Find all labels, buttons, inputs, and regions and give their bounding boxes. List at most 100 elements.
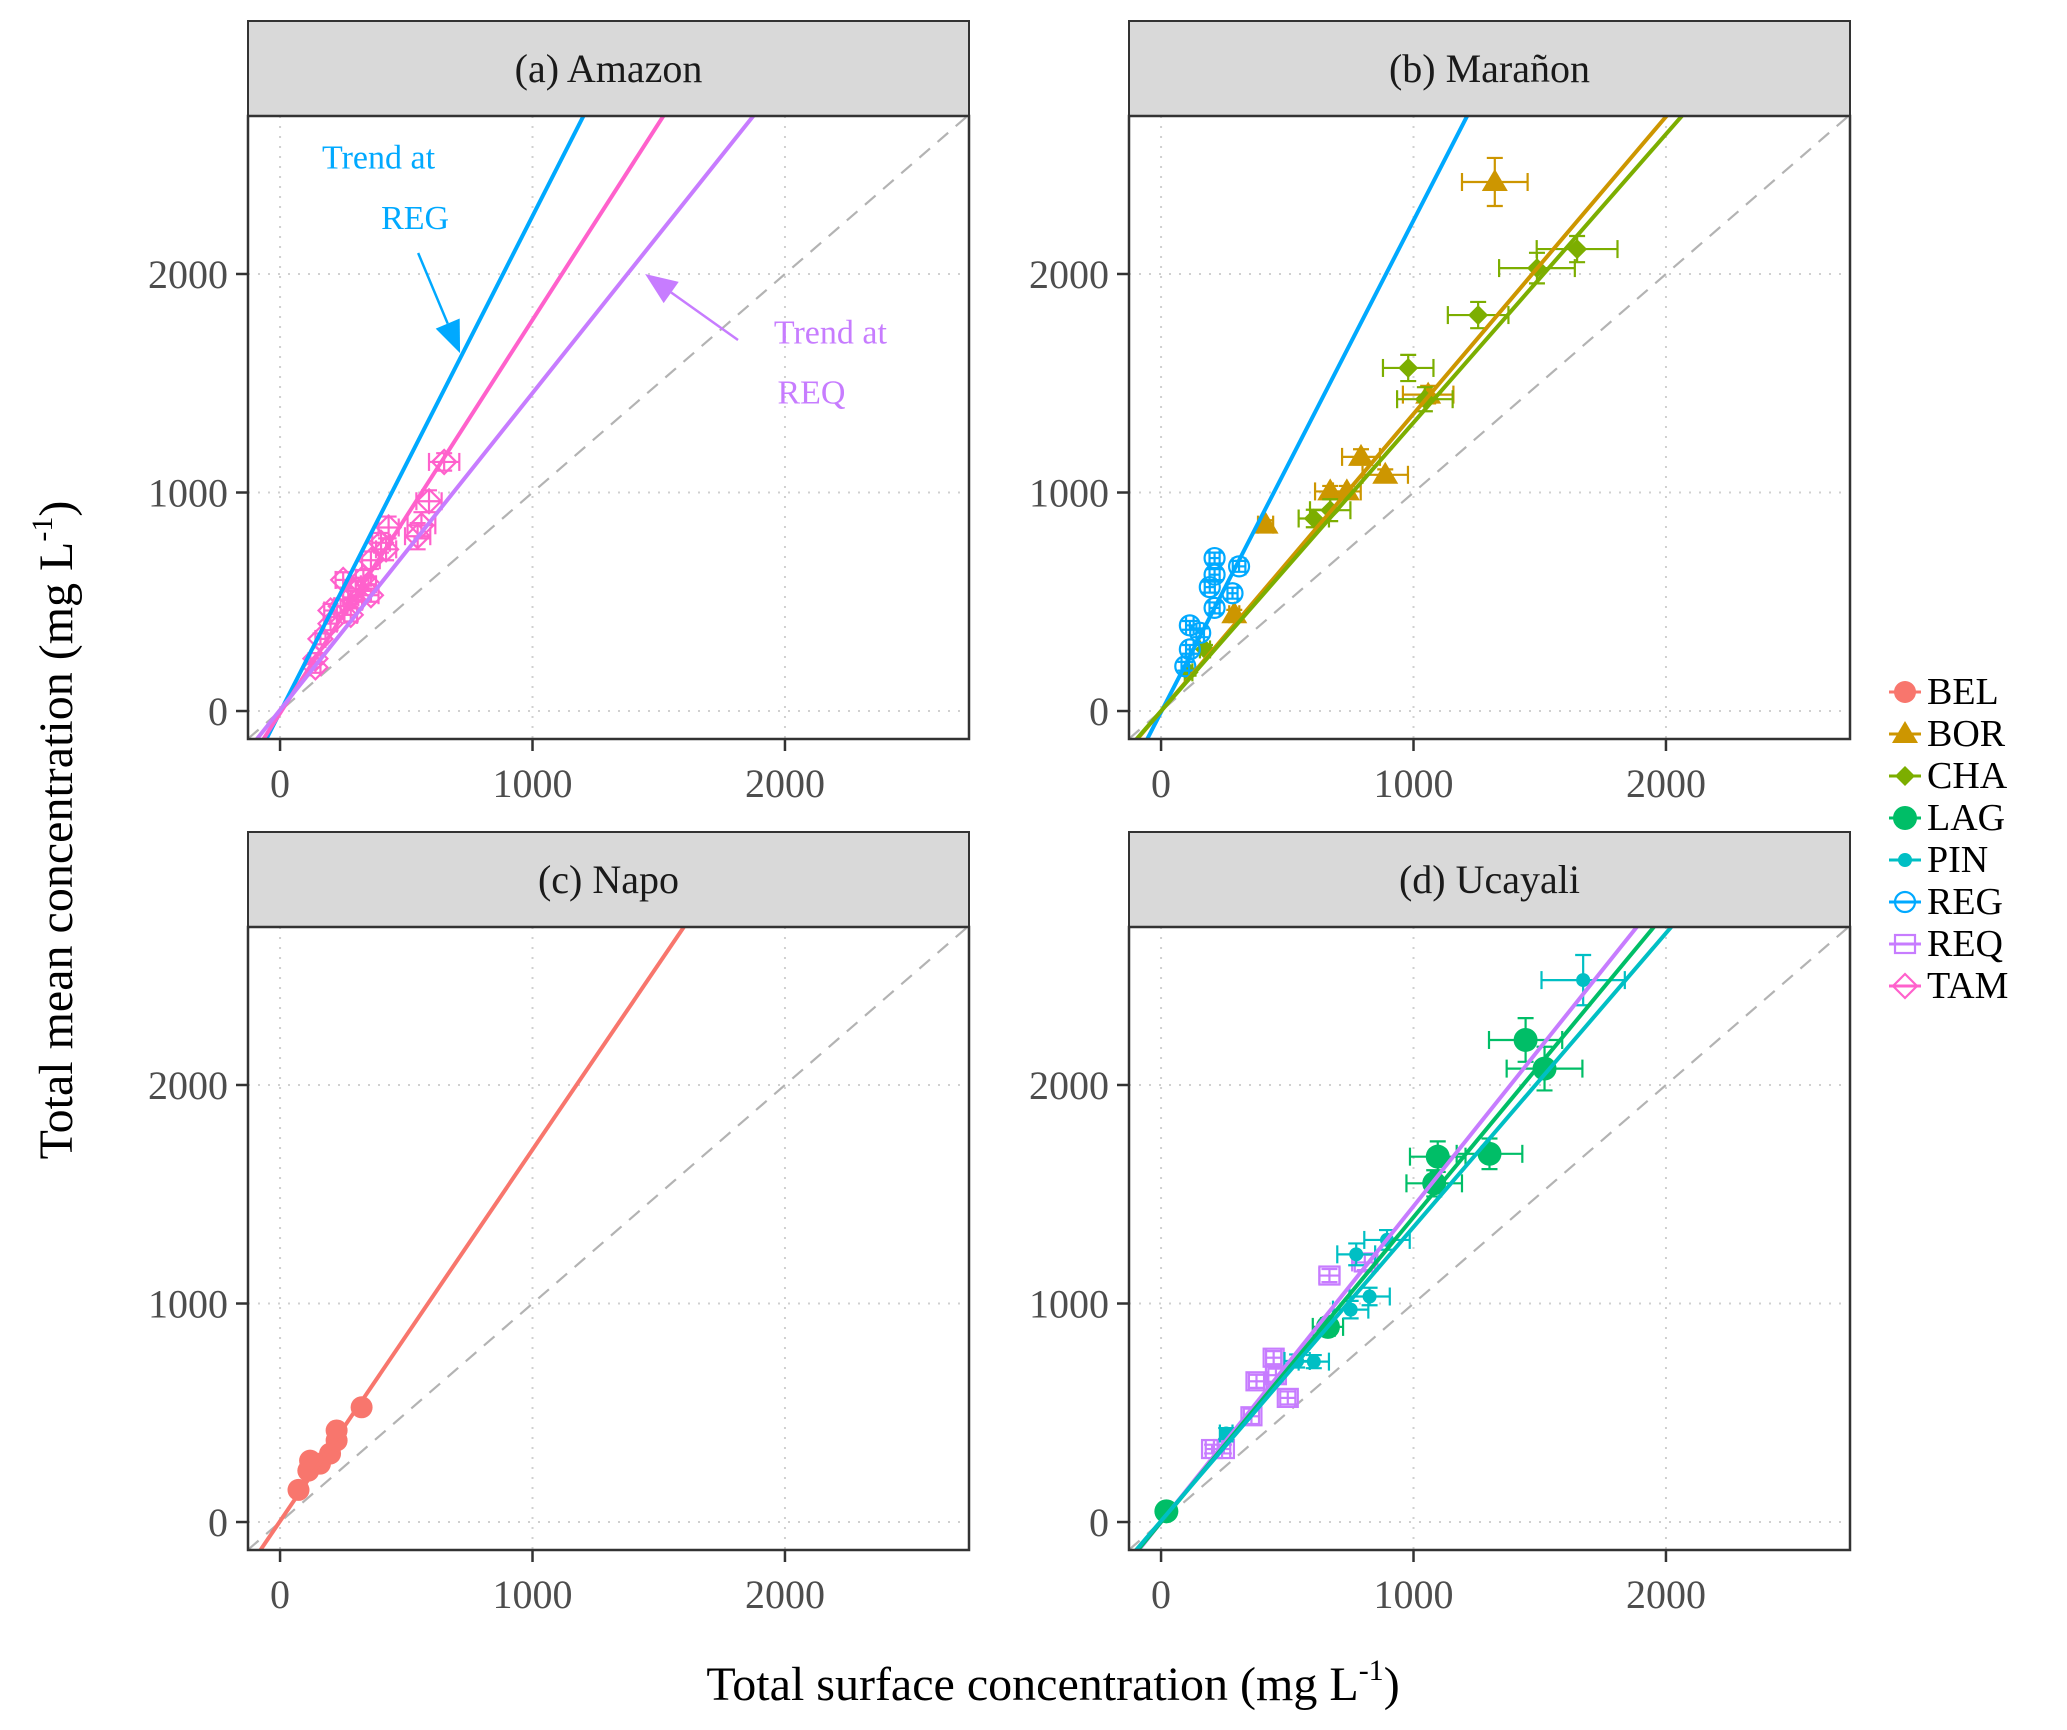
trend-line-bor — [1134, 116, 1670, 739]
trend-line-reg — [1145, 116, 1470, 739]
facet-title: (a) Amazon — [515, 46, 703, 91]
y-axis-title-tail: ) — [30, 501, 83, 517]
trend-line-bel — [258, 927, 687, 1550]
legend-item-reg: REG — [1889, 881, 2003, 923]
error-bars — [1224, 584, 1241, 603]
y-tick-label: 0 — [208, 689, 228, 734]
legend-key-marker — [1893, 806, 1917, 830]
data-point — [1372, 461, 1399, 484]
plot-area — [248, 116, 969, 739]
series-reg — [1174, 546, 1251, 678]
error-bars — [1247, 1372, 1266, 1391]
x-axis-title: Total surface concentration (mg L-1) — [706, 1654, 1399, 1711]
x-tick-label: 0 — [1151, 1572, 1171, 1617]
x-axis-title-tail: ) — [1384, 1658, 1400, 1711]
legend-key-marker — [1893, 890, 1917, 914]
identity-line — [1129, 116, 1850, 739]
panels: (a) Amazon Trend at REG Trend at REQ 0 1000 200… — [148, 20, 1852, 1617]
y-axis-title-main: Total mean concentration (mg L — [30, 542, 83, 1160]
panel-2: (b) Marañon 0 1000 2000 0 1000 2000 — [1029, 20, 1852, 806]
data-point — [1189, 621, 1212, 644]
legend-label: PIN — [1927, 839, 1988, 881]
data-point — [1513, 1027, 1538, 1052]
legend-label: TAM — [1927, 965, 2008, 1007]
legend-item-req: REQ — [1889, 923, 2003, 965]
identity-line — [1129, 927, 1850, 1550]
data-point — [1174, 655, 1197, 678]
panel-border — [246, 925, 971, 1552]
annotation-text: REG — [381, 200, 449, 237]
error-bars — [1264, 1348, 1283, 1367]
trend-line-tam — [261, 116, 666, 739]
annotation-text: Trend at — [774, 314, 888, 351]
plot-content — [248, 927, 969, 1550]
legend-key-marker — [1893, 933, 1917, 955]
x-tick-label: 1000 — [493, 761, 573, 806]
annotation-reg: Trend at REG — [322, 140, 461, 354]
data-point — [1318, 1265, 1341, 1286]
x-axis-title-main: Total surface concentration (mg L — [706, 1658, 1358, 1711]
trend-line-req — [1136, 927, 1640, 1550]
data-point — [1468, 305, 1489, 326]
facet-title: (b) Marañon — [1389, 46, 1590, 91]
error-bars — [1318, 1266, 1341, 1285]
data-point — [1198, 576, 1221, 599]
legend-label: REG — [1927, 881, 2003, 923]
annotation-arrow-shaft — [416, 252, 449, 325]
x-tick-label: 2000 — [1626, 761, 1706, 806]
data-point — [1576, 973, 1591, 988]
trend-line-reg — [264, 116, 586, 739]
data-point — [1203, 546, 1226, 570]
y-tick-label: 0 — [1089, 1500, 1109, 1545]
y-tick-label: 1000 — [148, 1282, 228, 1327]
plot-content — [1129, 116, 1850, 739]
x-tick-label: 2000 — [745, 1572, 825, 1617]
x-tick-label: 0 — [270, 761, 290, 806]
plot-area — [1129, 927, 1850, 1550]
facet-strip — [1128, 831, 1851, 928]
trend-line-cha — [1133, 116, 1685, 739]
annotation-arrow-head — [435, 318, 461, 354]
y-axis-title: Total mean concentration (mg L-1) — [26, 501, 83, 1160]
y-tick-label: 0 — [1089, 689, 1109, 734]
plot-area — [248, 927, 969, 1550]
facet-title: (c) Napo — [538, 857, 679, 902]
annotation-text: REQ — [777, 375, 845, 412]
y-tick-label: 2000 — [1029, 1063, 1109, 1108]
legend-key-marker — [1898, 853, 1912, 867]
identity-line — [248, 927, 969, 1550]
y-axis-title-sup: -1 — [26, 517, 59, 542]
annotation-text: Trend at — [322, 140, 436, 177]
identity-line — [248, 116, 969, 739]
y-tick-label: 0 — [208, 1500, 228, 1545]
panel-4: (d) Ucayali 0 1000 2000 0 1000 2000 — [1029, 831, 1852, 1617]
panel-border — [1127, 925, 1852, 1552]
data-point — [1532, 1056, 1557, 1081]
y-tick-label: 1000 — [1029, 471, 1109, 516]
data-point — [357, 581, 385, 609]
legend-key-marker — [1892, 721, 1918, 743]
trend-line-req — [254, 116, 756, 739]
data-point — [1398, 357, 1419, 378]
y-tick-label: 2000 — [148, 1063, 228, 1108]
data-point — [1276, 1387, 1299, 1409]
data-point — [430, 448, 458, 476]
plot-content: Trend at REG Trend at REQ — [248, 116, 969, 739]
legend-key-marker — [1894, 681, 1916, 703]
legend-item-cha: CHA — [1889, 755, 2008, 797]
data-point — [301, 653, 329, 681]
legend-item-lag: LAG — [1889, 797, 2005, 839]
legend-key-marker — [1891, 972, 1919, 1000]
legend-label: BOR — [1927, 713, 2006, 755]
y-tick-label: 1000 — [148, 471, 228, 516]
panel-border — [246, 114, 971, 741]
error-bars — [1206, 549, 1223, 568]
legend-key-marker — [1895, 766, 1915, 786]
data-point — [404, 522, 432, 550]
y-tick-label: 1000 — [1029, 1282, 1109, 1327]
facet-strip — [247, 20, 970, 117]
x-tick-label: 2000 — [745, 761, 825, 806]
annotation-req: Trend at REQ — [645, 273, 888, 412]
data-point — [1349, 1247, 1364, 1262]
